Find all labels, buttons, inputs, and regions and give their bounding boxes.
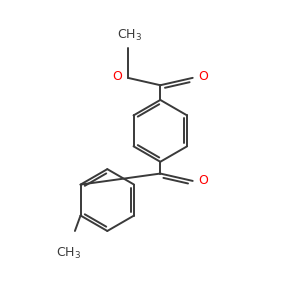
Text: O: O	[113, 70, 123, 83]
Text: O: O	[198, 174, 208, 188]
Text: CH$_3$: CH$_3$	[56, 246, 82, 261]
Text: O: O	[198, 70, 208, 83]
Text: CH$_3$: CH$_3$	[117, 28, 142, 43]
